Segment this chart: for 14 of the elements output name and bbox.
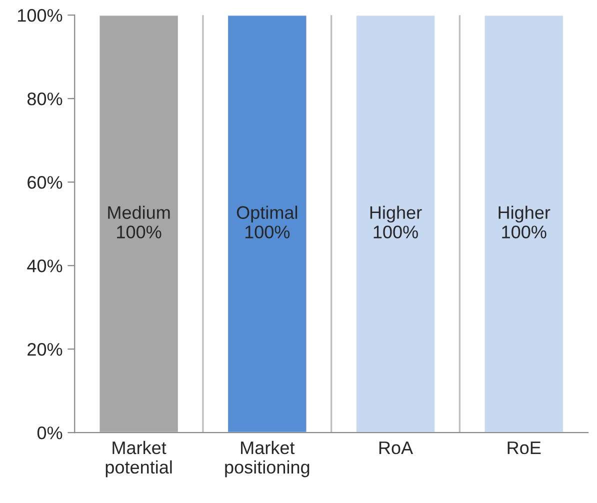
data-label: Higher 100% — [498, 206, 550, 238]
y-tick-label: 20% — [28, 343, 62, 356]
y-tick-label: 0% — [37, 426, 62, 440]
data-label: Medium 100% — [108, 206, 170, 238]
y-tick-label: 100% — [18, 9, 62, 22]
x-tick-label: RoE — [508, 442, 541, 454]
x-tick-label: RoA — [379, 442, 414, 454]
x-tick-label: Market positioning — [225, 440, 310, 478]
y-tick-label: 80% — [27, 92, 62, 106]
data-label: Higher 100% — [370, 206, 422, 238]
data-label: Optimal 100% — [236, 206, 298, 238]
y-tick-label: 60% — [28, 176, 62, 189]
y-tick-label: 40% — [27, 260, 62, 272]
x-tick-label: Market potential — [106, 440, 172, 478]
